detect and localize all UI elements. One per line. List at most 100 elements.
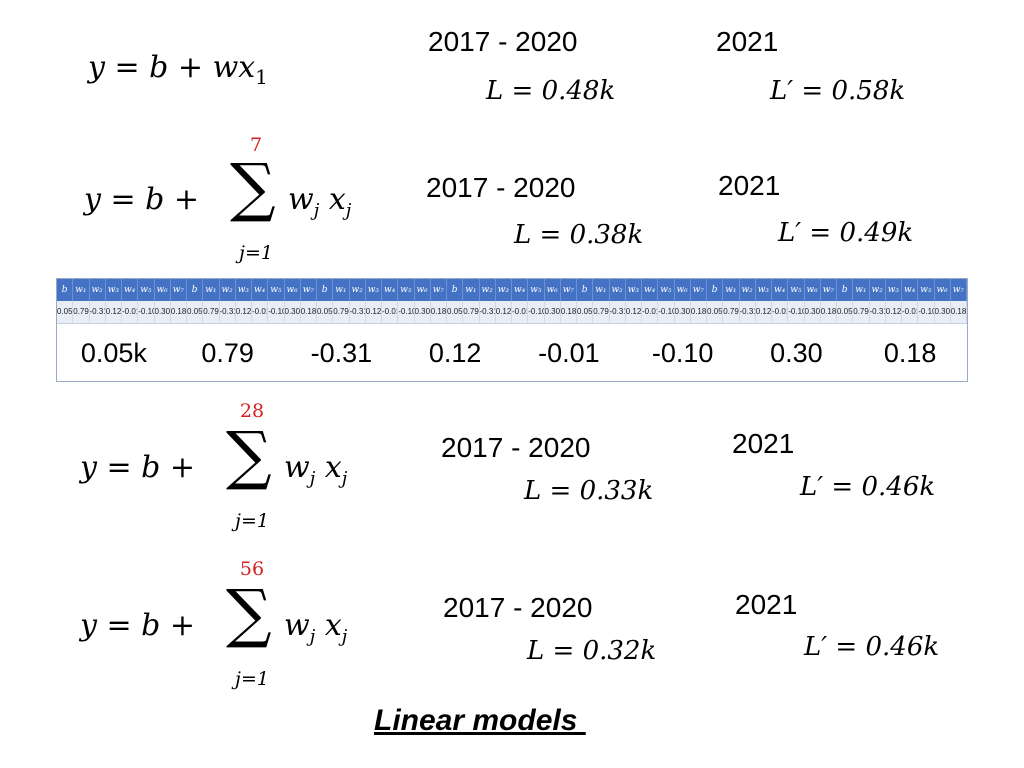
weights-header-cell: w₂ [870, 279, 886, 301]
training-loss: L = 0.32k [527, 636, 657, 666]
weights-small-cell: 0.05k [447, 301, 464, 323]
weights-small-cell: 0.05k [187, 301, 204, 323]
weights-small-cell: 0.05k [707, 301, 724, 323]
weights-small-cell: 0.30 [805, 301, 821, 323]
weights-table-small-row: 0.05k0.79-0.310.12-0.01-0.100.300.180.05… [57, 301, 967, 324]
weight-value: 0.05k [80, 337, 147, 368]
equation-term: wj xj [284, 450, 348, 489]
weights-header-cell: w₅ [398, 279, 415, 301]
sum-upper-limit: 7 [249, 134, 263, 156]
weights-header-cell: w₇ [951, 279, 967, 301]
weights-small-cell: 0.12 [756, 301, 772, 323]
weights-header-cell: w₃ [886, 279, 902, 301]
slide-caption: Linear models [374, 704, 586, 737]
year-label: 2021 [716, 26, 779, 57]
sum-lower-limit: j=1 [235, 510, 269, 532]
weights-header-cell: w₃ [756, 279, 772, 301]
weights-header-cell: w₂ [350, 279, 366, 301]
weight-value: -0.01 [538, 337, 600, 368]
weights-header-cell: w₅ [528, 279, 545, 301]
weights-header-cell: w₄ [382, 279, 399, 301]
sum-symbol: ∑ [226, 577, 272, 651]
weights-small-cell: -0.01 [772, 301, 789, 323]
equation-lhs: y = b + [80, 608, 196, 643]
weights-header-cell: w₇ [171, 279, 187, 301]
weights-header-cell: w₁ [463, 279, 480, 301]
weights-header-cell: w₇ [821, 279, 837, 301]
weights-small-cell: 0.12 [496, 301, 512, 323]
weights-header-cell: w₂ [740, 279, 756, 301]
weights-small-cell: 0.18 [951, 301, 967, 323]
weights-small-cell: 0.18 [821, 301, 837, 323]
sum-lower-limit: j=1 [235, 668, 269, 690]
weights-header-cell: w₄ [902, 279, 919, 301]
weights-small-cell: -0.31 [350, 301, 366, 323]
weights-header-cell: w₄ [642, 279, 659, 301]
weight-value: -0.31 [310, 337, 373, 368]
equation-sum-56: y = b + 56 ∑ j=1 wj xj [80, 556, 390, 696]
weights-small-cell: 0.12 [106, 301, 122, 323]
test-loss: L′ = 0.46k [800, 472, 936, 502]
weights-small-cell: 0.30 [935, 301, 951, 323]
weights-header-cell: w₄ [772, 279, 789, 301]
year-label: 2021 [732, 428, 795, 459]
weights-header-cell: w₆ [935, 279, 951, 301]
weights-header-cell: w₆ [805, 279, 821, 301]
training-loss: L = 0.33k [524, 476, 654, 506]
weights-small-cell: -0.10 [528, 301, 545, 323]
weights-header-cell: w₇ [301, 279, 317, 301]
period-label: 2017 - 2020 [426, 172, 576, 203]
equation-sum-28: y = b + 28 ∑ j=1 wj xj [80, 398, 390, 538]
weights-small-cell: 0.79 [203, 301, 220, 323]
weights-header-cell: w₃ [236, 279, 252, 301]
weights-header-cell: w₄ [512, 279, 529, 301]
weights-small-cell: -0.31 [90, 301, 106, 323]
weight-value: 0.18 [883, 337, 937, 368]
weights-small-cell: 0.18 [301, 301, 317, 323]
equation-lhs: y = b + [80, 450, 196, 485]
weight-value: 0.30 [770, 337, 823, 368]
weights-small-cell: -0.01 [382, 301, 399, 323]
weights-small-cell: 0.79 [723, 301, 740, 323]
weights-header-cell: w₁ [73, 279, 90, 301]
weights-table-values: 0.05k 0.79 -0.31 0.12 -0.01 -0.10 0.30 0.18 [57, 324, 967, 382]
year-label: 2021 [735, 589, 798, 620]
weights-header-cell: w₅ [658, 279, 675, 301]
equation-term: wj xj [288, 182, 352, 221]
test-loss: L′ = 0.49k [778, 218, 914, 248]
weights-small-cell: 0.12 [366, 301, 382, 323]
weights-header-cell: w₂ [90, 279, 106, 301]
weights-small-cell: 0.79 [333, 301, 350, 323]
weights-header-cell: w₇ [691, 279, 707, 301]
weights-small-cell: 0.18 [691, 301, 707, 323]
weights-small-cell: -0.10 [788, 301, 805, 323]
weights-small-cell: 0.05k [837, 301, 854, 323]
equation-sum-7: y = b + 7 ∑ j=1 wj xj [84, 130, 394, 270]
weights-header-cell: w₁ [853, 279, 870, 301]
weights-header-cell: b [57, 279, 74, 301]
period-label: 2017 - 2020 [441, 432, 591, 463]
weights-small-cell: 0.12 [236, 301, 252, 323]
weights-header-cell: w₆ [155, 279, 171, 301]
weights-header-cell: b [447, 279, 464, 301]
test-loss: L′ = 0.46k [804, 632, 940, 662]
weights-small-cell: 0.79 [853, 301, 870, 323]
weights-small-cell: -0.01 [642, 301, 659, 323]
weights-small-cell: 0.79 [593, 301, 610, 323]
weights-small-cell: 0.30 [675, 301, 691, 323]
weights-small-cell: -0.31 [610, 301, 626, 323]
weights-small-cell: 0.30 [155, 301, 171, 323]
training-loss: L = 0.38k [514, 220, 644, 250]
weights-small-cell: -0.10 [398, 301, 415, 323]
weights-small-cell: -0.01 [512, 301, 529, 323]
weight-value: -0.10 [651, 337, 714, 368]
weights-header-cell: w₄ [252, 279, 269, 301]
weights-small-cell: -0.31 [220, 301, 236, 323]
weights-small-cell: -0.31 [480, 301, 496, 323]
weights-header-cell: w₁ [723, 279, 740, 301]
equation-term: wj xj [284, 608, 348, 647]
weight-value: 0.12 [428, 337, 482, 368]
weights-header-cell: w₅ [788, 279, 805, 301]
equation-simple: y = b + wx1 [88, 50, 268, 89]
weights-header-cell: w₆ [285, 279, 301, 301]
